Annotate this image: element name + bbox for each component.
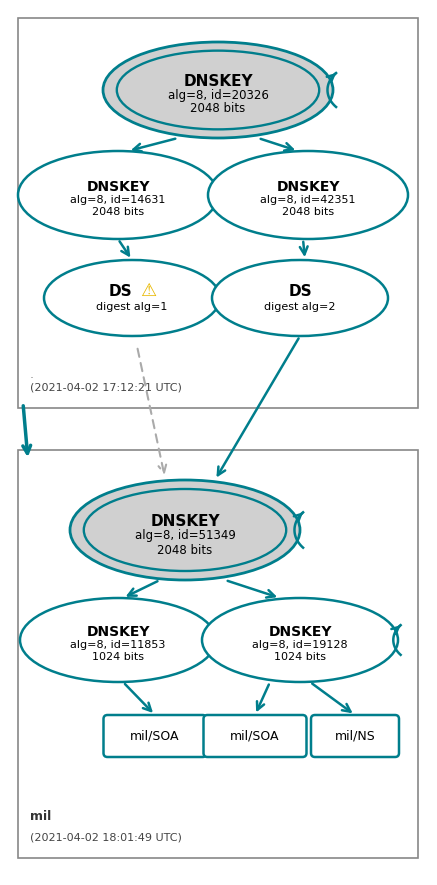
Text: digest alg=2: digest alg=2 bbox=[264, 302, 336, 312]
Text: (2021-04-02 17:12:21 UTC): (2021-04-02 17:12:21 UTC) bbox=[30, 382, 182, 392]
Ellipse shape bbox=[212, 260, 388, 336]
Ellipse shape bbox=[103, 42, 333, 138]
Text: alg=8, id=14631: alg=8, id=14631 bbox=[70, 195, 166, 205]
Text: ⚠: ⚠ bbox=[140, 282, 156, 300]
Text: DS: DS bbox=[108, 283, 132, 298]
Text: DNSKEY: DNSKEY bbox=[183, 74, 253, 89]
Text: mil: mil bbox=[30, 810, 51, 823]
Text: 1024 bits: 1024 bits bbox=[274, 652, 326, 662]
Ellipse shape bbox=[84, 489, 286, 571]
FancyBboxPatch shape bbox=[204, 715, 306, 757]
Text: DS: DS bbox=[288, 283, 312, 298]
Text: DNSKEY: DNSKEY bbox=[276, 180, 340, 194]
FancyBboxPatch shape bbox=[104, 715, 207, 757]
Text: .: . bbox=[30, 368, 34, 381]
Text: 2048 bits: 2048 bits bbox=[282, 207, 334, 217]
Ellipse shape bbox=[44, 260, 220, 336]
Text: DNSKEY: DNSKEY bbox=[150, 513, 220, 528]
FancyBboxPatch shape bbox=[311, 715, 399, 757]
Text: 2048 bits: 2048 bits bbox=[191, 103, 246, 116]
Ellipse shape bbox=[202, 598, 398, 682]
Text: mil/SOA: mil/SOA bbox=[130, 729, 180, 743]
Text: mil/NS: mil/NS bbox=[335, 729, 375, 743]
Ellipse shape bbox=[117, 50, 319, 129]
Text: mil/SOA: mil/SOA bbox=[230, 729, 280, 743]
Text: DNSKEY: DNSKEY bbox=[86, 180, 150, 194]
Ellipse shape bbox=[18, 151, 218, 239]
Text: alg=8, id=42351: alg=8, id=42351 bbox=[260, 195, 356, 205]
Text: 2048 bits: 2048 bits bbox=[157, 543, 213, 557]
Text: (2021-04-02 18:01:49 UTC): (2021-04-02 18:01:49 UTC) bbox=[30, 832, 182, 842]
Text: alg=8, id=51349: alg=8, id=51349 bbox=[135, 529, 236, 543]
FancyBboxPatch shape bbox=[18, 18, 418, 408]
Text: 1024 bits: 1024 bits bbox=[92, 652, 144, 662]
Ellipse shape bbox=[20, 598, 216, 682]
Text: alg=8, id=19128: alg=8, id=19128 bbox=[252, 640, 348, 650]
Text: digest alg=1: digest alg=1 bbox=[96, 302, 168, 312]
Text: 2048 bits: 2048 bits bbox=[92, 207, 144, 217]
Text: alg=8, id=20326: alg=8, id=20326 bbox=[167, 89, 268, 103]
Ellipse shape bbox=[208, 151, 408, 239]
Text: DNSKEY: DNSKEY bbox=[268, 625, 332, 639]
Text: DNSKEY: DNSKEY bbox=[86, 625, 150, 639]
FancyBboxPatch shape bbox=[18, 450, 418, 858]
Ellipse shape bbox=[70, 480, 300, 580]
Text: alg=8, id=11853: alg=8, id=11853 bbox=[70, 640, 166, 650]
